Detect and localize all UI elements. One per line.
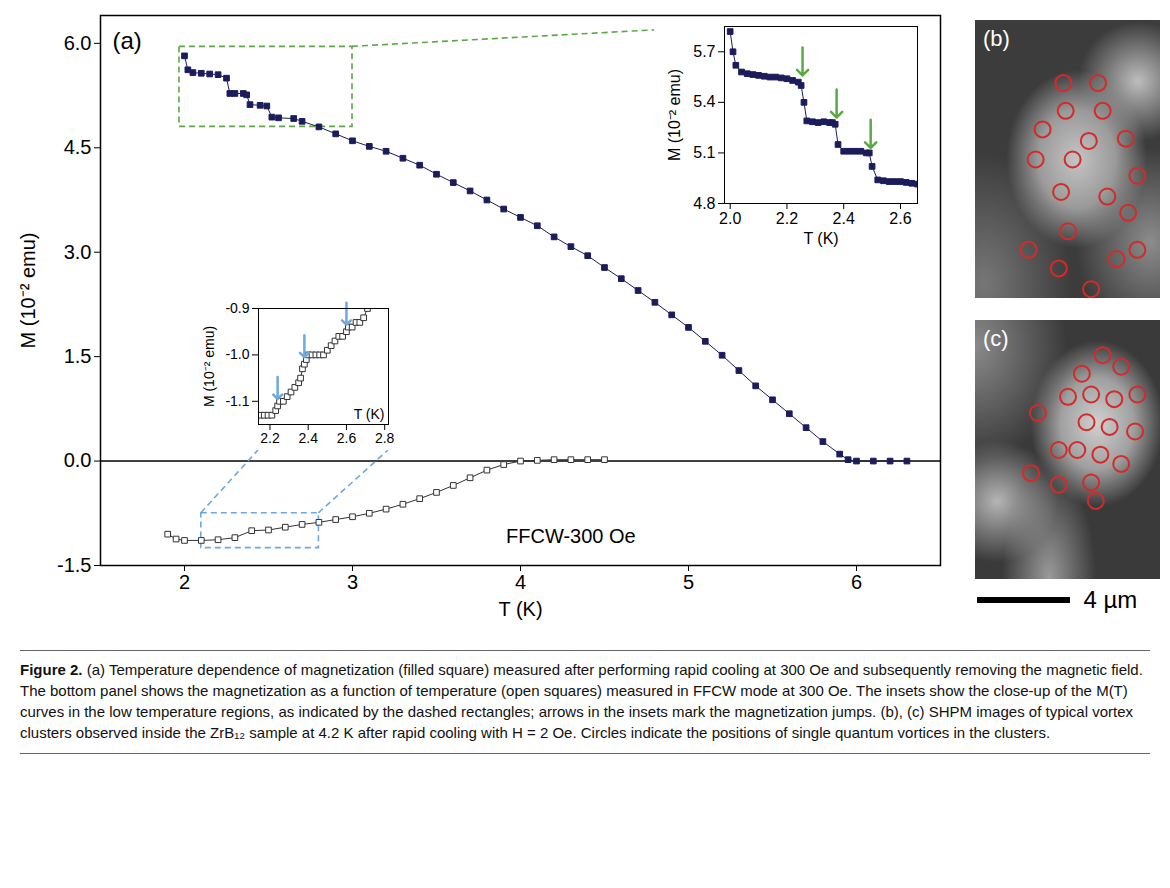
svg-text:2.4: 2.4 — [298, 430, 318, 446]
svg-text:4.8: 4.8 — [693, 195, 715, 212]
svg-text:5.4: 5.4 — [693, 93, 715, 110]
svg-text:2.8: 2.8 — [375, 430, 395, 446]
svg-text:1.5: 1.5 — [64, 345, 92, 367]
svg-text:2.4: 2.4 — [833, 210, 855, 227]
svg-text:2.2: 2.2 — [776, 210, 798, 227]
svg-text:5.7: 5.7 — [693, 43, 715, 60]
svg-text:-1.0: -1.0 — [225, 346, 249, 362]
svg-text:T (K): T (K) — [354, 406, 385, 422]
svg-text:2: 2 — [179, 571, 190, 593]
html-text:4 µm: 4 µm — [1083, 586, 1138, 613]
svg-text:-1.5: -1.5 — [57, 554, 91, 576]
svg-text:M (10⁻² emu): M (10⁻² emu) — [201, 326, 217, 407]
svg-text:0.0: 0.0 — [64, 449, 92, 471]
svg-text:(a): (a) — [113, 27, 142, 54]
svg-text:2.6: 2.6 — [889, 210, 911, 227]
svg-text:M (10⁻² emu): M (10⁻² emu) — [17, 233, 39, 349]
html-text:Figure 2. (a) Temperature depe: Figure 2. (a) Temperature dependence of … — [20, 661, 1143, 741]
svg-text:2.2: 2.2 — [260, 430, 280, 446]
svg-text:4: 4 — [515, 571, 526, 593]
svg-text:-0.9: -0.9 — [225, 300, 249, 316]
svg-text:2.0: 2.0 — [719, 210, 741, 227]
svg-text:4.5: 4.5 — [64, 136, 92, 158]
svg-text:3: 3 — [347, 571, 358, 593]
svg-text:T (K): T (K) — [498, 598, 542, 620]
html-text:(b): (b) — [983, 26, 1010, 51]
svg-text:5.1: 5.1 — [693, 144, 715, 161]
html-text:(c): (c) — [983, 326, 1009, 351]
svg-text:6: 6 — [851, 571, 862, 593]
svg-text:-1.1: -1.1 — [225, 393, 249, 409]
svg-text:FFCW-300 Oe: FFCW-300 Oe — [506, 525, 636, 547]
svg-text:3.0: 3.0 — [64, 241, 92, 263]
svg-text:6.0: 6.0 — [64, 32, 92, 54]
svg-text:M (10⁻² emu): M (10⁻² emu) — [666, 69, 683, 161]
svg-text:2.6: 2.6 — [337, 430, 357, 446]
svg-text:T (K): T (K) — [803, 230, 838, 247]
svg-text:5: 5 — [683, 571, 694, 593]
